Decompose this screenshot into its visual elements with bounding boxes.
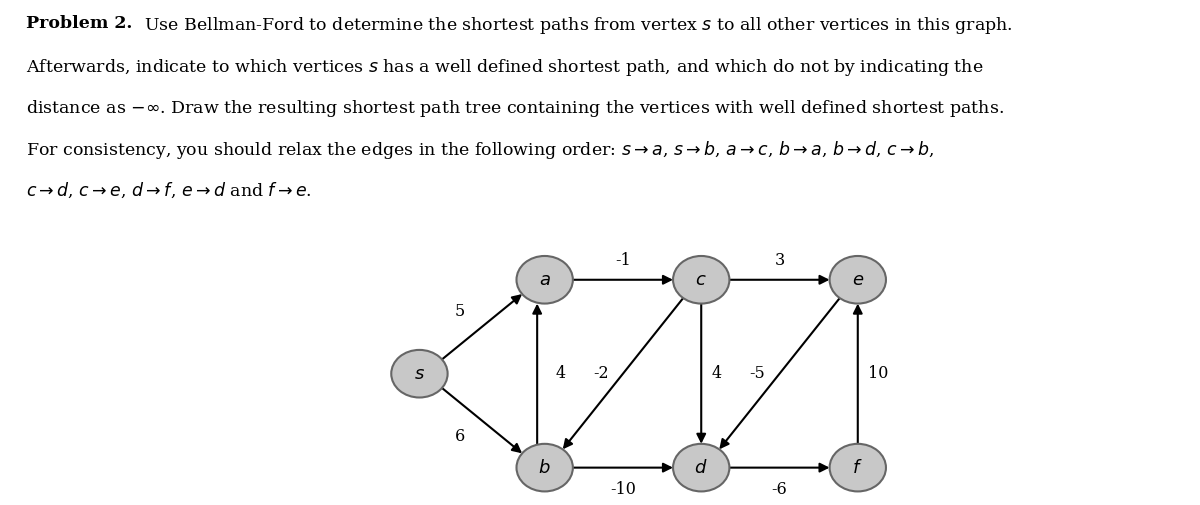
Text: $\mathit{c}$: $\mathit{c}$ [695,271,707,289]
Ellipse shape [673,444,730,491]
Text: $\mathit{d}$: $\mathit{d}$ [695,459,708,477]
Text: -10: -10 [610,481,636,498]
Text: 4: 4 [556,365,565,382]
Text: Afterwards, indicate to which vertices $s$ has a well defined shortest path, and: Afterwards, indicate to which vertices $… [26,57,984,78]
Text: 4: 4 [712,365,722,382]
Ellipse shape [391,350,448,397]
Text: $\mathit{s}$: $\mathit{s}$ [414,365,425,383]
Ellipse shape [516,256,572,304]
Text: Use Bellman-Ford to determine the shortest paths from vertex $s$ to all other ve: Use Bellman-Ford to determine the shorte… [133,15,1013,36]
Text: 3: 3 [774,252,785,270]
Text: -2: -2 [593,365,608,382]
Text: 5: 5 [455,302,466,320]
Text: distance as $-\infty$. Draw the resulting shortest path tree containing the vert: distance as $-\infty$. Draw the resultin… [26,98,1004,119]
Text: For consistency, you should relax the edges in the following order: $s \to a$, $: For consistency, you should relax the ed… [26,139,935,162]
Ellipse shape [829,256,886,304]
Text: $\mathit{e}$: $\mathit{e}$ [852,271,864,289]
Text: 6: 6 [455,428,466,445]
Text: -5: -5 [750,365,766,382]
Text: $\mathit{b}$: $\mathit{b}$ [539,459,551,477]
Text: Problem 2.: Problem 2. [26,15,133,32]
Text: $\mathit{f}$: $\mathit{f}$ [852,459,863,477]
Text: -1: -1 [616,252,631,270]
Text: 10: 10 [868,365,888,382]
Text: $\mathit{a}$: $\mathit{a}$ [539,271,551,289]
Ellipse shape [829,444,886,491]
Ellipse shape [673,256,730,304]
Text: $c \to d$, $c \to e$, $d \to f$, $e \to d$ and $f \to e$.: $c \to d$, $c \to e$, $d \to f$, $e \to … [26,181,312,200]
Ellipse shape [516,444,572,491]
Text: -6: -6 [772,481,787,498]
